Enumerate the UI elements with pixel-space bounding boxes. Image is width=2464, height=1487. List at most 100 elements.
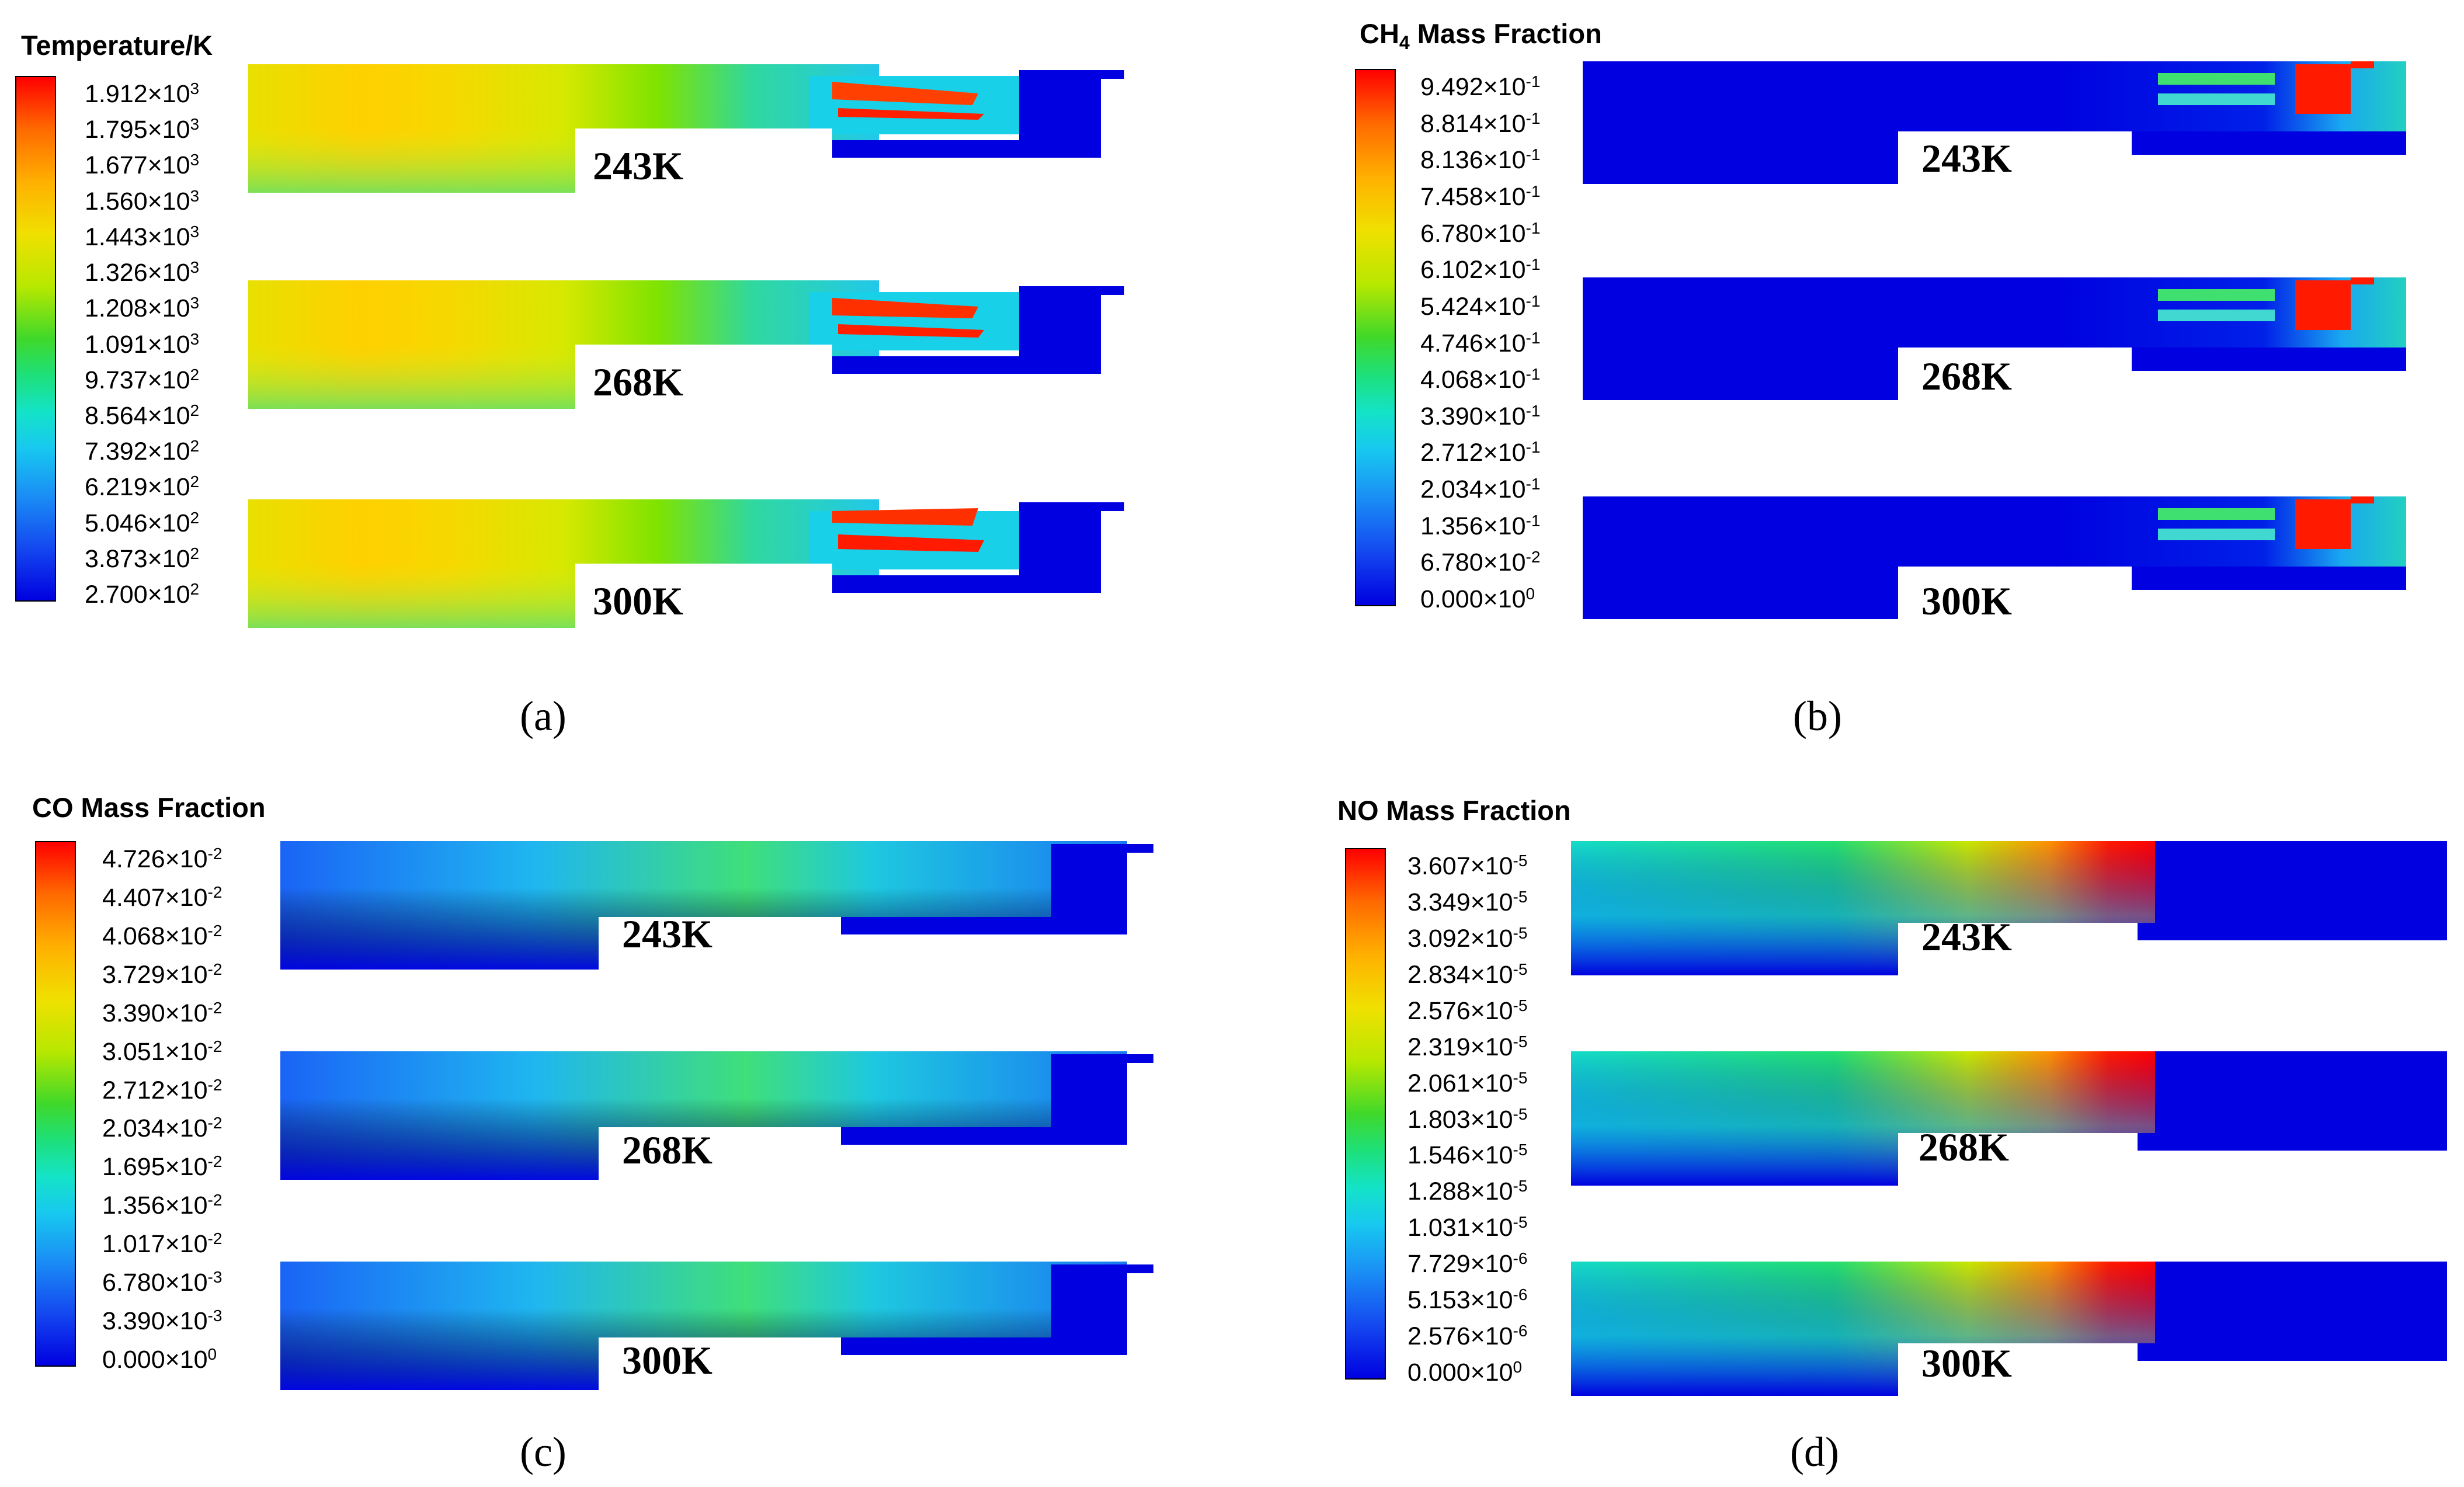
colorbar-tick-label: 2.834×10-5 <box>1407 957 1583 988</box>
tick-exponent: 3 <box>190 151 200 169</box>
tick-exponent: -5 <box>1513 923 1528 942</box>
case-label-300K: 300K <box>622 1338 713 1382</box>
colorbar-tick-label: 2.319×10-5 <box>1407 1029 1583 1060</box>
tick-exponent: -5 <box>1513 887 1528 906</box>
tick-mantissa: 1.677×10 <box>85 151 190 180</box>
tick-exponent: -2 <box>207 1152 223 1171</box>
case-label-300K: 300K <box>1921 579 2012 623</box>
contour-268K <box>1571 1051 2447 1186</box>
colorbar-tick-label: 3.390×10-3 <box>102 1303 277 1334</box>
tick-exponent: 2 <box>190 472 200 491</box>
panel-title: NO Mass Fraction <box>1337 795 1571 826</box>
colorbar-tick-label: 1.356×10-2 <box>102 1187 277 1218</box>
tick-exponent: -5 <box>1513 1213 1528 1232</box>
colorbar-tick-label: 3.873×102 <box>85 541 260 572</box>
tick-mantissa: 2.034×10 <box>1420 475 1526 504</box>
tick-exponent: -2 <box>207 960 223 978</box>
tick-mantissa: 6.219×10 <box>85 473 190 502</box>
colorbar-tick-label: 1.443×103 <box>85 219 260 250</box>
colorbar-tick-label: 8.136×10-1 <box>1420 142 1596 173</box>
colorbar-tick-label: 2.576×10-5 <box>1407 993 1583 1024</box>
contour-268K <box>1583 277 2406 406</box>
tick-mantissa: 0.000×10 <box>102 1346 208 1374</box>
case-label-243K: 243K <box>593 144 683 188</box>
tick-exponent: 2 <box>190 580 200 598</box>
colorbar-tick-label: 2.061×10-5 <box>1407 1065 1583 1096</box>
colorbar-tick-label: 5.046×102 <box>85 505 260 536</box>
colorbar-tick-label: 7.729×10-6 <box>1407 1246 1583 1277</box>
colorbar-tick-label: 5.153×10-6 <box>1407 1282 1583 1313</box>
panel-caption: (b) <box>1793 693 1842 739</box>
tick-mantissa: 1.031×10 <box>1407 1214 1513 1242</box>
tick-exponent: -1 <box>1525 511 1541 530</box>
tick-mantissa: 2.319×10 <box>1407 1033 1513 1061</box>
tick-exponent: -1 <box>1525 328 1541 347</box>
tick-mantissa: 3.390×10 <box>102 999 208 1027</box>
tick-mantissa: 1.560×10 <box>85 187 190 216</box>
case-label-243K: 243K <box>622 912 713 956</box>
colorbar-tick-label: 3.051×10-2 <box>102 1034 277 1065</box>
tick-mantissa: 2.576×10 <box>1407 1322 1513 1351</box>
tick-exponent: -1 <box>1525 255 1541 274</box>
tick-mantissa: 3.390×10 <box>1420 402 1526 430</box>
colorbar-tick-label: 0.000×100 <box>102 1342 277 1373</box>
tick-mantissa: 1.208×10 <box>85 294 190 323</box>
tick-mantissa: 2.061×10 <box>1407 1069 1513 1097</box>
tick-exponent: -5 <box>1513 1032 1528 1051</box>
tick-exponent: -1 <box>1525 401 1541 420</box>
colorbar-tick-label: 1.017×10-2 <box>102 1226 277 1257</box>
panel-a: Temperature/K 1.912×103 1.795×103 1.677×10… <box>0 0 1232 742</box>
contour-243K <box>1583 61 2406 190</box>
colorbar-tick-label: 3.349×10-5 <box>1407 884 1583 915</box>
panel-title: CH4 Mass Fraction <box>1360 18 1602 53</box>
tick-mantissa: 4.746×10 <box>1420 329 1526 357</box>
tick-exponent: 3 <box>190 79 200 98</box>
colorbar-tick-label: 1.031×10-5 <box>1407 1210 1583 1241</box>
colorbar-tick-label: 0.000×100 <box>1420 581 1596 612</box>
tick-mantissa: 6.102×10 <box>1420 256 1526 284</box>
tick-mantissa: 7.729×10 <box>1407 1250 1513 1278</box>
colorbar-ticks: 9.492×10-1 8.814×10-1 8.136×10-1 7.458×10-1… <box>1420 69 1596 612</box>
tick-mantissa: 2.700×10 <box>85 581 190 609</box>
tick-exponent: -6 <box>1513 1286 1528 1304</box>
tick-mantissa: 7.392×10 <box>85 437 190 466</box>
case-label-243K: 243K <box>1921 136 2012 180</box>
tick-exponent: 3 <box>190 258 200 277</box>
contour-300K <box>280 1262 1153 1396</box>
colorbar-tick-label: 6.219×102 <box>85 469 260 500</box>
colorbar <box>1355 69 1396 606</box>
tick-mantissa: 4.068×10 <box>102 922 208 950</box>
panel-caption: (d) <box>1790 1429 1839 1475</box>
tick-mantissa: 1.546×10 <box>1407 1141 1513 1170</box>
colorbar-tick-label: 4.746×10-1 <box>1420 325 1596 356</box>
tick-mantissa: 3.349×10 <box>1407 888 1513 916</box>
case-label-268K: 268K <box>622 1128 713 1172</box>
tick-exponent: -1 <box>1525 291 1541 310</box>
tick-mantissa: 8.564×10 <box>85 401 190 430</box>
case-label-268K: 268K <box>593 360 683 404</box>
colorbar-tick-label: 1.546×10-5 <box>1407 1137 1583 1168</box>
colorbar-tick-label: 8.814×10-1 <box>1420 106 1596 137</box>
colorbar-tick-label: 1.560×103 <box>85 183 260 214</box>
colorbar-tick-label: 7.458×10-1 <box>1420 179 1596 210</box>
colorbar-tick-label: 3.390×10-1 <box>1420 398 1596 429</box>
tick-exponent: -2 <box>207 1229 223 1248</box>
tick-exponent: -1 <box>1525 365 1541 384</box>
tick-exponent: 2 <box>190 544 200 562</box>
tick-mantissa: 0.000×10 <box>1407 1359 1513 1387</box>
colorbar <box>15 76 56 602</box>
colorbar-ticks: 4.726×10-2 4.407×10-2 4.068×10-2 3.729×10-2… <box>102 841 277 1373</box>
tick-exponent: -5 <box>1513 1141 1528 1159</box>
tick-mantissa: 4.407×10 <box>102 883 208 912</box>
contour-243K <box>280 841 1153 975</box>
colorbar-tick-label: 2.576×10-6 <box>1407 1318 1583 1349</box>
colorbar-tick-label: 6.780×10-1 <box>1420 216 1596 246</box>
colorbar-tick-label: 2.034×10-1 <box>1420 471 1596 502</box>
tick-mantissa: 5.153×10 <box>1407 1286 1513 1315</box>
tick-exponent: 0 <box>1525 585 1535 603</box>
tick-mantissa: 6.780×10 <box>1420 219 1526 248</box>
tick-exponent: 0 <box>1513 1358 1523 1376</box>
colorbar-tick-label: 2.712×10-2 <box>102 1072 277 1103</box>
tick-exponent: -5 <box>1513 996 1528 1015</box>
tick-mantissa: 5.424×10 <box>1420 292 1526 321</box>
